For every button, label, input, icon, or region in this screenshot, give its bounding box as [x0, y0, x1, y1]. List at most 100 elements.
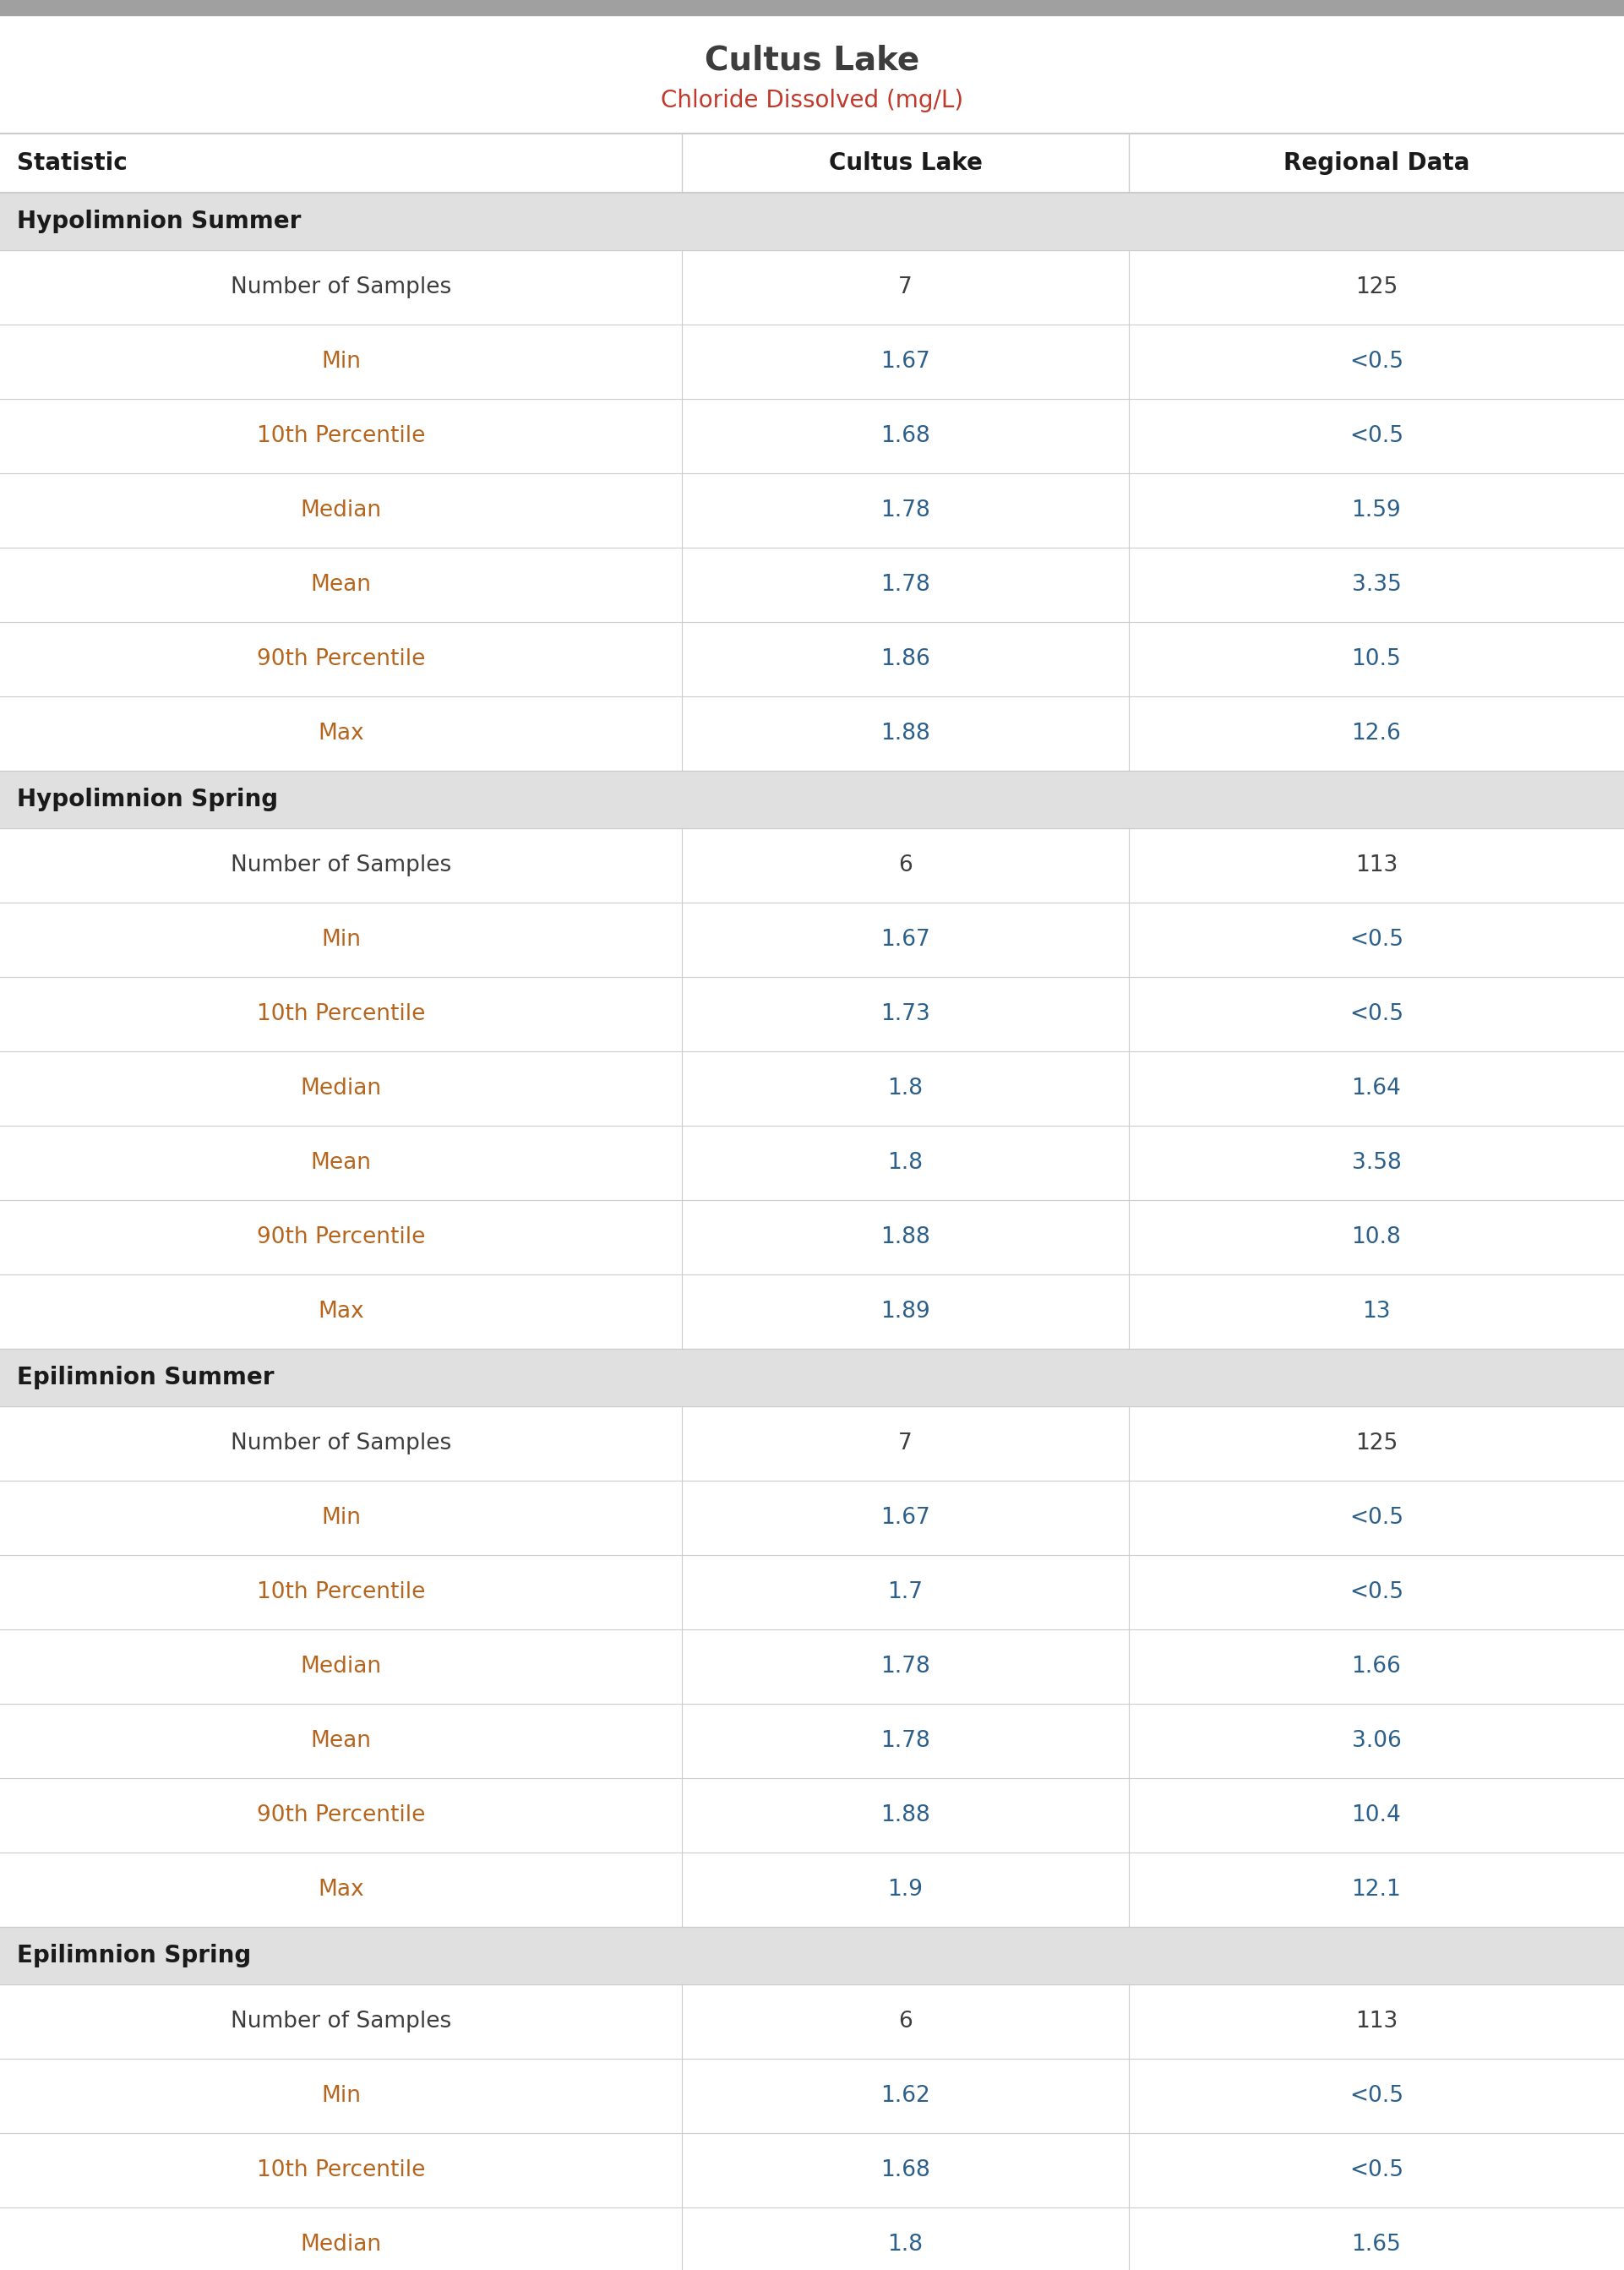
Text: 10.8: 10.8: [1351, 1226, 1402, 1249]
Bar: [0, 2134, 1624, 2206]
Text: 1.68: 1.68: [880, 424, 931, 447]
Bar: [0, 772, 1624, 829]
Bar: [0, 193, 1624, 250]
Text: 1.62: 1.62: [880, 2084, 931, 2107]
Text: 90th Percentile: 90th Percentile: [257, 649, 425, 670]
Text: <0.5: <0.5: [1350, 2159, 1403, 2181]
Text: 1.8: 1.8: [888, 1078, 922, 1099]
Text: Hypolimnion Summer: Hypolimnion Summer: [16, 209, 300, 234]
Text: 1.8: 1.8: [888, 1151, 922, 1174]
Text: Median: Median: [300, 1655, 382, 1678]
Bar: [0, 2206, 1624, 2270]
Bar: [0, 976, 1624, 1051]
Bar: [0, 1927, 1624, 1984]
Text: Median: Median: [300, 2234, 382, 2256]
Text: Max: Max: [318, 722, 364, 745]
Text: 1.64: 1.64: [1351, 1078, 1402, 1099]
Text: Statistic: Statistic: [16, 152, 127, 175]
Bar: [0, 622, 1624, 697]
Text: Median: Median: [300, 1078, 382, 1099]
Text: 1.88: 1.88: [880, 722, 931, 745]
Bar: [0, 829, 1624, 903]
Text: 1.88: 1.88: [880, 1805, 931, 1827]
Text: 1.66: 1.66: [1351, 1655, 1402, 1678]
Text: 1.88: 1.88: [880, 1226, 931, 1249]
Bar: [0, 1705, 1624, 1777]
Text: 1.86: 1.86: [880, 649, 931, 670]
Text: <0.5: <0.5: [1350, 424, 1403, 447]
Text: 3.06: 3.06: [1351, 1730, 1402, 1752]
Text: 1.89: 1.89: [880, 1301, 931, 1323]
Text: 113: 113: [1354, 2011, 1398, 2032]
Text: Epilimnion Summer: Epilimnion Summer: [16, 1367, 274, 1389]
Bar: [0, 1777, 1624, 1852]
Bar: [0, 1126, 1624, 1201]
Text: 1.67: 1.67: [880, 1507, 931, 1528]
Bar: [0, 1348, 1624, 1407]
Text: 125: 125: [1354, 1432, 1398, 1455]
Text: 12.1: 12.1: [1351, 1880, 1402, 1900]
Text: 1.78: 1.78: [880, 1655, 931, 1678]
Text: Number of Samples: Number of Samples: [231, 2011, 451, 2032]
Text: Regional Data: Regional Data: [1283, 152, 1470, 175]
Bar: [0, 325, 1624, 400]
Text: Cultus Lake: Cultus Lake: [705, 43, 919, 77]
Bar: [0, 1852, 1624, 1927]
Text: 90th Percentile: 90th Percentile: [257, 1805, 425, 1827]
Text: 1.68: 1.68: [880, 2159, 931, 2181]
Text: <0.5: <0.5: [1350, 1003, 1403, 1026]
Text: 1.7: 1.7: [888, 1582, 922, 1603]
Text: Mean: Mean: [310, 574, 372, 595]
Text: 125: 125: [1354, 277, 1398, 297]
Bar: [0, 0, 1624, 16]
Text: 90th Percentile: 90th Percentile: [257, 1226, 425, 1249]
Text: 1.78: 1.78: [880, 1730, 931, 1752]
Bar: [0, 1984, 1624, 2059]
Text: Mean: Mean: [310, 1730, 372, 1752]
Bar: [0, 400, 1624, 472]
Text: <0.5: <0.5: [1350, 2084, 1403, 2107]
Bar: [0, 472, 1624, 547]
Text: 10.4: 10.4: [1351, 1805, 1402, 1827]
Text: 7: 7: [898, 1432, 913, 1455]
Text: Hypolimnion Spring: Hypolimnion Spring: [16, 788, 278, 810]
Bar: [0, 1051, 1624, 1126]
Bar: [0, 1555, 1624, 1630]
Text: Min: Min: [322, 352, 361, 372]
Text: 10th Percentile: 10th Percentile: [257, 1582, 425, 1603]
Text: 1.9: 1.9: [888, 1880, 922, 1900]
Text: Chloride Dissolved (mg/L): Chloride Dissolved (mg/L): [661, 89, 963, 111]
Text: 10th Percentile: 10th Percentile: [257, 2159, 425, 2181]
Text: 10th Percentile: 10th Percentile: [257, 1003, 425, 1026]
Text: 1.67: 1.67: [880, 928, 931, 951]
Bar: [0, 1273, 1624, 1348]
Text: 12.6: 12.6: [1351, 722, 1402, 745]
Text: 113: 113: [1354, 854, 1398, 876]
Text: Epilimnion Spring: Epilimnion Spring: [16, 1943, 252, 1968]
Text: <0.5: <0.5: [1350, 1507, 1403, 1528]
Text: 1.8: 1.8: [888, 2234, 922, 2256]
Text: 1.65: 1.65: [1351, 2234, 1402, 2256]
Text: 1.78: 1.78: [880, 574, 931, 595]
Bar: [0, 2059, 1624, 2134]
Text: 10.5: 10.5: [1351, 649, 1402, 670]
Text: 3.35: 3.35: [1351, 574, 1402, 595]
Text: Max: Max: [318, 1301, 364, 1323]
Text: 1.73: 1.73: [880, 1003, 931, 1026]
Text: 1.59: 1.59: [1351, 499, 1402, 522]
Text: 7: 7: [898, 277, 913, 297]
Text: Number of Samples: Number of Samples: [231, 854, 451, 876]
Text: <0.5: <0.5: [1350, 928, 1403, 951]
Text: 1.78: 1.78: [880, 499, 931, 522]
Bar: [0, 1201, 1624, 1273]
Text: Mean: Mean: [310, 1151, 372, 1174]
Text: Min: Min: [322, 928, 361, 951]
Text: Min: Min: [322, 2084, 361, 2107]
Text: Median: Median: [300, 499, 382, 522]
Bar: [0, 903, 1624, 976]
Text: Max: Max: [318, 1880, 364, 1900]
Bar: [0, 1480, 1624, 1555]
Text: 3.58: 3.58: [1351, 1151, 1402, 1174]
Text: 1.67: 1.67: [880, 352, 931, 372]
Text: 13: 13: [1363, 1301, 1390, 1323]
